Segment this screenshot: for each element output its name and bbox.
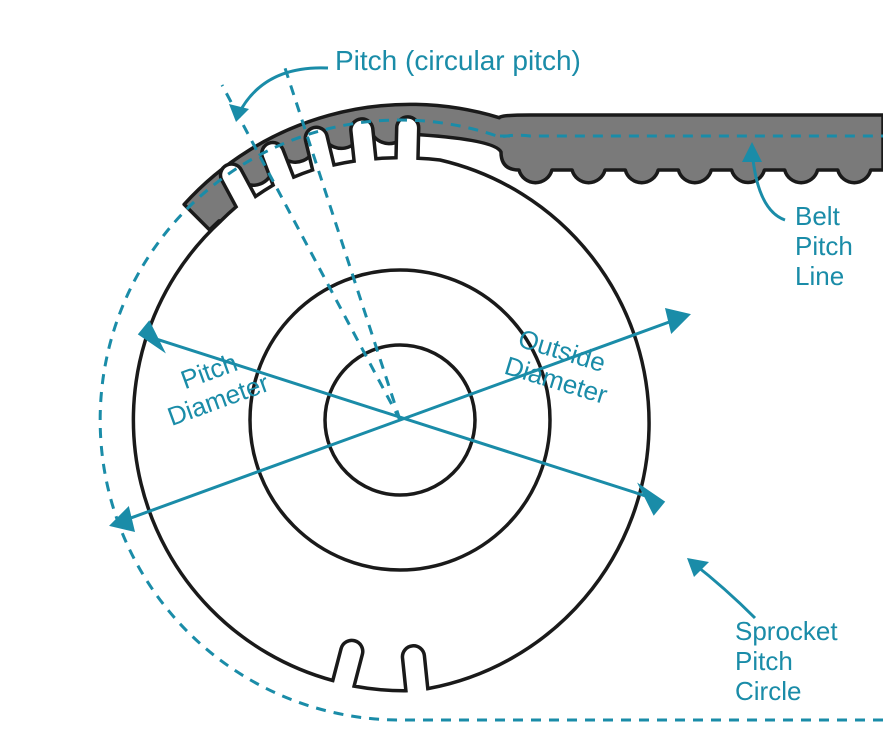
- sprocket-diagram: Pitch (circular pitch) Pitch Diameter Ou…: [0, 0, 883, 756]
- sprocket-pitch-label: Sprocket Pitch Circle: [735, 616, 845, 706]
- pitch-title: Pitch (circular pitch): [335, 45, 581, 76]
- arrowhead: [112, 509, 133, 530]
- arrowhead: [641, 487, 663, 513]
- sprocket-pitch-leader: [693, 563, 755, 618]
- belt-pitch-label: Belt Pitch Line: [795, 201, 860, 291]
- pitch-leader: [238, 68, 328, 115]
- arrowhead: [667, 310, 688, 331]
